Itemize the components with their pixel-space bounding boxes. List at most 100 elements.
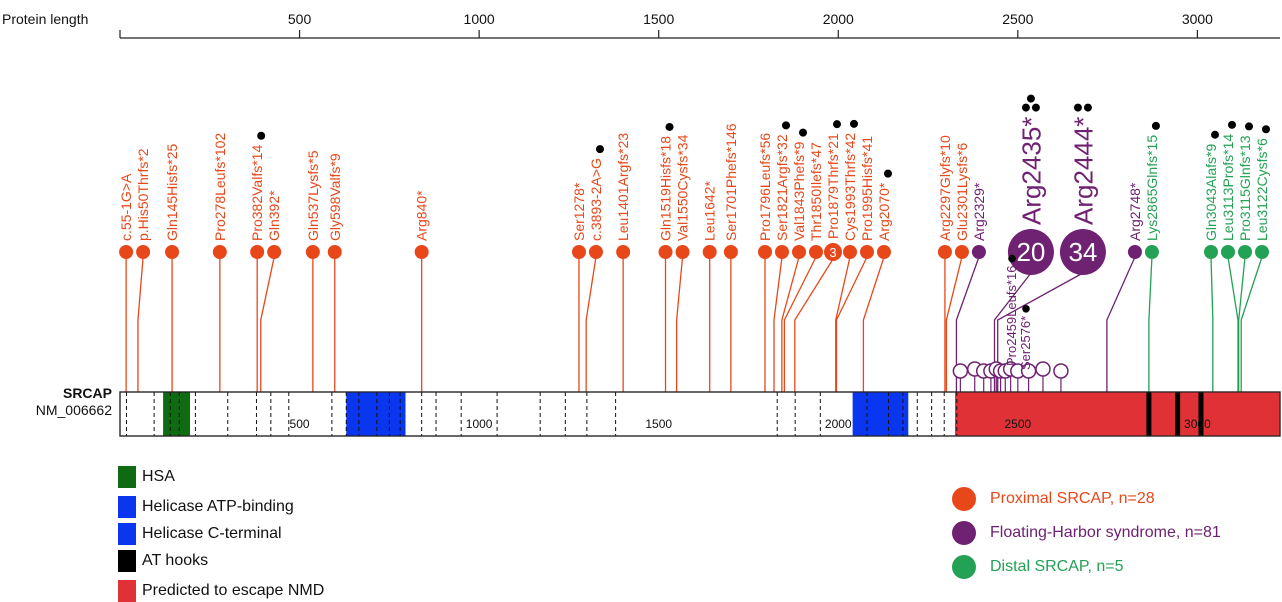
variant-label: Pro382Valfs*14 bbox=[249, 145, 265, 241]
gene-scale-label: 500 bbox=[290, 417, 310, 431]
variant-label: Leu1642* bbox=[702, 180, 718, 241]
fhs-variant-marker bbox=[952, 363, 969, 379]
recurrence-mark bbox=[799, 128, 808, 137]
recurrence-mark bbox=[257, 131, 266, 140]
recurrence-mark bbox=[1151, 121, 1160, 130]
variant-marker bbox=[1221, 245, 1235, 259]
variant-stem bbox=[585, 256, 597, 392]
variant-count: 3 bbox=[829, 245, 836, 260]
variant-label: Leu3122Cysfs*6 bbox=[1254, 138, 1270, 241]
variant-marker bbox=[1144, 245, 1159, 259]
legend-label: AT hooks bbox=[142, 552, 209, 569]
variant-label: Ser1278* bbox=[571, 182, 587, 241]
variant-stem bbox=[676, 256, 684, 392]
recurrence-mark bbox=[665, 122, 674, 131]
at-hook bbox=[1146, 392, 1152, 436]
variant-marker bbox=[1238, 245, 1252, 259]
variant-marker bbox=[250, 245, 265, 259]
variant-marker bbox=[971, 245, 986, 259]
variant-marker bbox=[119, 245, 134, 259]
variant-label: Gly598Valfs*9 bbox=[327, 153, 343, 241]
gene-scale-label: 2000 bbox=[825, 417, 852, 431]
axis-tick-label: 1000 bbox=[464, 11, 495, 27]
domain-helicase-c-terminal bbox=[852, 392, 909, 436]
variant-marker bbox=[414, 245, 429, 259]
at-hook bbox=[1198, 392, 1204, 436]
variant-label: Pro1879Thrfs*21 bbox=[825, 133, 841, 239]
variant-count: 20 bbox=[1016, 237, 1045, 267]
variant-label: Gln145Hisfs*25 bbox=[164, 144, 180, 241]
axis-tick-label: 500 bbox=[288, 11, 312, 27]
recurrence-mark bbox=[1211, 130, 1219, 139]
gene-scale-label: 1000 bbox=[466, 417, 493, 431]
recurrence-mark bbox=[850, 119, 859, 128]
transcript-id: NM_006662 bbox=[36, 402, 112, 418]
legend-dot-proximal bbox=[952, 487, 976, 511]
recurrence-mark bbox=[1083, 103, 1092, 112]
variant-label: Glu2301Lysfs*6 bbox=[954, 142, 970, 241]
legend-item-distal: Distal SRCAP, n=5 bbox=[952, 554, 1124, 580]
variant-marker bbox=[723, 245, 738, 259]
axis-tick-label: 2000 bbox=[823, 11, 854, 27]
variant-marker bbox=[165, 245, 180, 259]
recurrence-mark bbox=[1022, 304, 1030, 313]
fhs-variant-marker bbox=[1035, 361, 1051, 377]
variant-marker bbox=[809, 245, 824, 259]
variant-stem bbox=[1106, 256, 1136, 392]
variant-marker bbox=[937, 245, 952, 259]
legend-dot-fhs bbox=[952, 521, 976, 545]
variant-stem bbox=[137, 256, 144, 392]
domain-helicase-atp-binding bbox=[346, 392, 406, 436]
variant-stem bbox=[781, 256, 800, 392]
variant-stem bbox=[260, 256, 275, 392]
variant-marker bbox=[792, 245, 807, 259]
variant-label: c.55-1G>A bbox=[118, 173, 134, 241]
variant-marker bbox=[877, 245, 892, 259]
legend-item-fhs: Floating-Harbor syndrome, n=81 bbox=[952, 520, 1221, 546]
legend-swatch-at-hooks bbox=[118, 550, 136, 572]
legend-label: Proximal SRCAP, n=28 bbox=[990, 490, 1155, 507]
variant-stems bbox=[125, 256, 1263, 392]
variant-label: Gln1519Hisfs*18 bbox=[658, 136, 674, 241]
gene-name: SRCAP bbox=[63, 385, 112, 401]
variant-label: Ser2576* bbox=[1018, 316, 1033, 370]
variant-label: Gln537Lysfs*5 bbox=[305, 150, 321, 241]
variant-marker bbox=[327, 245, 342, 259]
recurrence-mark bbox=[1008, 254, 1016, 263]
variant-label: Cys1993Thrfs*42 bbox=[842, 133, 858, 241]
variant-stem bbox=[1238, 256, 1246, 392]
variant-stem bbox=[1148, 256, 1153, 392]
variant-label: Gln3043Alafs*9 bbox=[1203, 143, 1219, 241]
variant-label: Arg2435* bbox=[1016, 117, 1046, 225]
variant-label: Lys2865Glnfs*15 bbox=[1144, 135, 1160, 241]
protein-length-axis: Protein length 500 1000 1500 2000 2500 3000 bbox=[2, 11, 1280, 39]
variant-marker bbox=[571, 245, 586, 259]
recurrence-mark bbox=[833, 120, 842, 129]
variant-marker bbox=[843, 245, 858, 259]
variant-label: Arg2329* bbox=[971, 182, 987, 241]
variant-stem bbox=[1210, 256, 1214, 392]
legend-swatch-hsa bbox=[118, 466, 136, 488]
variant-marker bbox=[954, 245, 969, 259]
variant-marker bbox=[1127, 245, 1142, 259]
recurrence-mark bbox=[1026, 94, 1035, 103]
legend-item-nmd-escape: Predicted to escape NMD bbox=[118, 580, 324, 602]
variant-marker bbox=[588, 245, 603, 259]
recurrence-mark bbox=[1262, 125, 1270, 134]
recurrence-mark bbox=[1031, 103, 1040, 112]
variant-stem bbox=[794, 258, 834, 392]
variant-label: Arg2748* bbox=[1127, 182, 1143, 241]
variant-count: 34 bbox=[1068, 237, 1097, 267]
variant-marker bbox=[1255, 245, 1269, 259]
legend-swatch-helicase-atp bbox=[118, 496, 136, 518]
variant-marker bbox=[616, 245, 631, 259]
variant-marker bbox=[1007, 229, 1054, 275]
recurrence-mark bbox=[782, 121, 791, 130]
variant-label: p.His50Thrfs*2 bbox=[135, 148, 151, 241]
variant-label: Val1550Cysfs*34 bbox=[675, 134, 691, 241]
legend-dot-distal bbox=[952, 555, 976, 579]
variant-stem bbox=[835, 256, 868, 392]
variant-marker bbox=[675, 245, 690, 259]
